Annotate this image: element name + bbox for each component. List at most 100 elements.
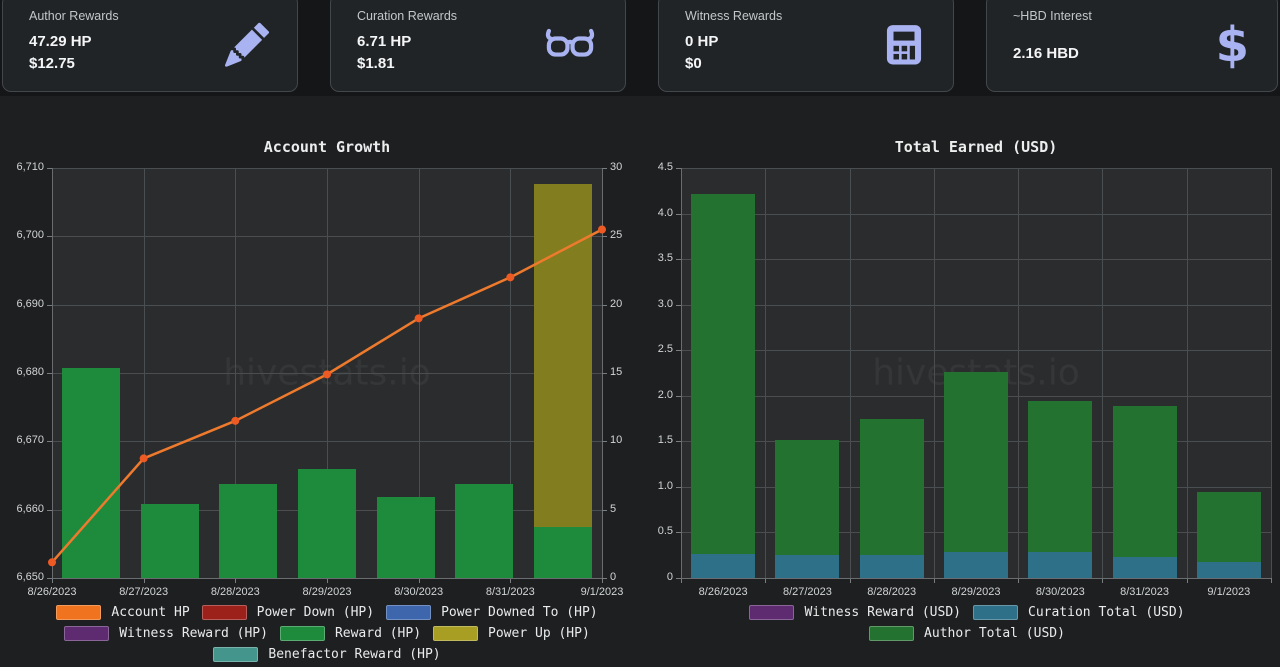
axis-tick	[676, 486, 681, 488]
axis-tick	[1018, 578, 1020, 583]
x-axis-line	[681, 578, 1271, 579]
bar-reward-hp-	[376, 497, 435, 578]
legend-label: Curation Total (USD)	[1028, 605, 1185, 620]
x-axis-label: 8/29/2023	[951, 586, 1001, 598]
glasses-icon	[543, 26, 597, 62]
y-axis-label: 4.5	[657, 161, 673, 173]
axis-tick	[933, 578, 935, 583]
legend-swatch	[869, 626, 915, 641]
legend-label: Witness Reward (HP)	[119, 626, 268, 641]
legend-swatch	[279, 626, 325, 641]
axis-tick	[47, 509, 52, 511]
legend-item-author-total-usd-[interactable]: Author Total (USD)	[869, 626, 1065, 641]
legend-item-curation-total-usd-[interactable]: Curation Total (USD)	[973, 605, 1185, 620]
axis-tick	[235, 578, 237, 583]
y-axis-label: 1.5	[657, 434, 673, 447]
axis-tick	[47, 373, 52, 374]
legend-label: Power Downed To (HP)	[441, 605, 598, 620]
legend-label: Reward (HP)	[334, 626, 422, 641]
legend-item-witness-reward-hp-[interactable]: Witness Reward (HP)	[64, 626, 268, 641]
gridline	[681, 168, 1271, 169]
legend-swatch	[64, 626, 110, 641]
y-axis-label-right: 15	[610, 366, 623, 378]
x-axis-label: 8/29/2023	[302, 586, 352, 598]
x-axis-label: 8/26/2023	[698, 586, 748, 598]
legend-label: Power Up (HP)	[488, 626, 590, 641]
gridline	[52, 441, 602, 443]
axis-tick	[676, 213, 681, 215]
y-axis-label-left: 6,670	[16, 434, 44, 447]
legend-swatch	[201, 605, 247, 620]
legend-item-benefactor-reward-hp-[interactable]: Benefactor Reward (HP)	[213, 647, 441, 662]
bar-reward-hp-	[298, 468, 356, 578]
axis-tick	[47, 236, 52, 238]
line-point	[323, 370, 331, 379]
axis-tick	[1102, 578, 1104, 583]
x-axis-label: 8/26/2023	[27, 586, 77, 598]
bar-reward-hp-	[62, 367, 121, 578]
y-axis-label-left: 6,650	[16, 571, 44, 583]
axis-tick	[47, 441, 52, 443]
x-axis-label: 8/30/2023	[1035, 586, 1085, 598]
line-point	[231, 416, 240, 425]
gridline	[933, 168, 935, 578]
y-axis-label: 2.0	[657, 388, 673, 401]
legend-row: Account HP Power Down (HP) Power Downed To…	[0, 602, 654, 623]
axis-tick	[681, 578, 682, 583]
legend-item-power-up-hp-[interactable]: Power Up (HP)	[433, 626, 590, 641]
charts-section: Account Growth Total Earned (USD) hivest…	[0, 96, 1280, 667]
bar-author-total-usd-	[944, 372, 1008, 553]
y-axis-label: 0.5	[657, 525, 673, 538]
legend-item-power-down-hp-[interactable]: Power Down (HP)	[201, 605, 375, 620]
axis-tick	[418, 578, 420, 583]
card-label: Curation Rewards	[357, 9, 458, 23]
legend-label: Power Down (HP)	[256, 605, 375, 620]
axis-tick	[676, 395, 681, 397]
x-axis-line	[52, 578, 602, 579]
gridline	[1102, 168, 1104, 578]
legend-item-account-hp[interactable]: Account HP	[56, 605, 190, 620]
x-axis-label: 9/1/2023	[1207, 586, 1251, 598]
line-point	[506, 273, 515, 282]
x-axis-label: 8/28/2023	[210, 586, 260, 598]
legend-item-witness-reward-usd-[interactable]: Witness Reward (USD)	[749, 605, 961, 620]
x-axis-label: 8/30/2023	[394, 586, 444, 598]
axis-tick	[676, 441, 681, 443]
gridline	[681, 304, 1271, 306]
y-axis-label-left: 6,710	[16, 161, 44, 173]
x-axis-label: 8/31/2023	[1120, 586, 1170, 598]
legend-swatch	[56, 605, 102, 620]
card-value-usd: $12.75	[29, 55, 75, 72]
axis-tick	[602, 168, 607, 169]
axis-tick	[47, 304, 52, 306]
axis-tick	[602, 509, 607, 511]
y-axis-label-right: 25	[610, 229, 623, 242]
calculator-icon	[883, 23, 925, 67]
pencil-icon	[225, 22, 270, 67]
left-chart-title: Account Growth	[263, 138, 391, 156]
y-axis-label-left: 6,680	[16, 366, 44, 378]
bar-curation-total-usd-	[1028, 551, 1093, 578]
y-axis-label-left: 6,700	[16, 229, 44, 242]
legend-item-reward-hp-[interactable]: Reward (HP)	[279, 626, 422, 641]
y-axis-label: 2.5	[657, 343, 673, 356]
legend-swatch	[213, 647, 259, 662]
legend-swatch	[973, 605, 1018, 620]
legend-item-power-downed-to-hp-[interactable]: Power Downed To (HP)	[386, 605, 598, 620]
dollar-icon: $	[1215, 16, 1249, 73]
x-axis-label: 8/27/2023	[119, 586, 169, 598]
axis-tick	[602, 441, 607, 443]
y-axis-label: 1.0	[657, 479, 673, 492]
axis-tick	[676, 532, 681, 534]
card-value-hp: 47.29 HP	[29, 33, 92, 50]
gridline	[52, 168, 602, 169]
card-value-hp: 0 HP	[685, 33, 719, 50]
bar-curation-total-usd-	[1112, 557, 1177, 578]
bar-author-total-usd-	[1112, 405, 1177, 558]
bar-power-up-hp-	[533, 184, 592, 528]
axis-tick	[602, 304, 607, 306]
gridline	[1186, 168, 1188, 578]
axis-tick	[327, 578, 328, 583]
gridline	[1018, 168, 1020, 578]
